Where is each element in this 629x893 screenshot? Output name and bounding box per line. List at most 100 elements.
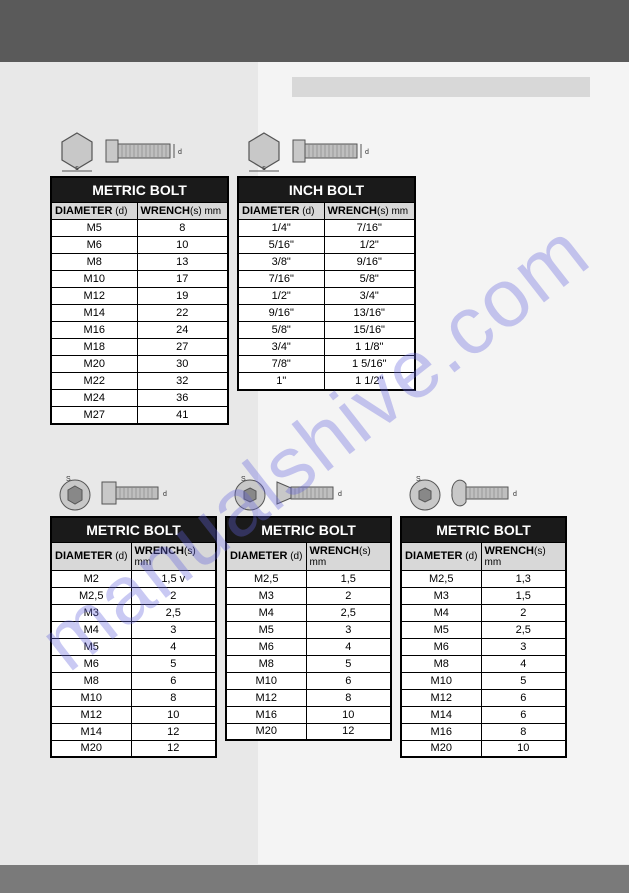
col-header-wrench: WRENCH(s) mm <box>137 203 228 220</box>
hex-head-icon: s <box>243 130 285 172</box>
cell-diameter: M12 <box>401 689 481 706</box>
cell-diameter: M27 <box>51 407 137 424</box>
cell-wrench: 4 <box>306 638 391 655</box>
button-head-icon: S <box>406 474 444 512</box>
table-row: M54 <box>51 638 216 655</box>
table-row: M1610 <box>226 706 391 723</box>
cell-wrench: 2 <box>481 604 566 621</box>
table-row: M42,5 <box>226 604 391 621</box>
svg-text:s: s <box>262 165 266 172</box>
footer-bar <box>0 865 629 893</box>
table-title: METRIC BOLT <box>51 517 216 543</box>
table-row: M84 <box>401 655 566 672</box>
table-row: M610 <box>51 237 228 254</box>
cell-wrench: 5 <box>131 655 216 672</box>
table-row: M128 <box>226 689 391 706</box>
table-row: M126 <box>401 689 566 706</box>
cell-wrench: 2,5 <box>131 604 216 621</box>
cell-diameter: M10 <box>51 271 137 288</box>
cell-diameter: 5/16" <box>238 237 324 254</box>
table-row: M31,5 <box>401 587 566 604</box>
table-row: 3/8"9/16" <box>238 254 415 271</box>
cell-diameter: 5/8" <box>238 322 324 339</box>
cell-diameter: 9/16" <box>238 305 324 322</box>
col-header-diameter: DIAMETER (d) <box>401 542 481 570</box>
table-row: M146 <box>401 706 566 723</box>
cell-wrench: 19 <box>137 288 228 305</box>
cell-wrench: 2 <box>306 587 391 604</box>
cell-wrench: 24 <box>137 322 228 339</box>
cell-diameter: M5 <box>226 621 306 638</box>
cell-wrench: 8 <box>137 220 228 237</box>
cell-wrench: 1,3 <box>481 570 566 587</box>
cell-wrench: 10 <box>481 740 566 757</box>
cell-wrench: 10 <box>306 706 391 723</box>
cell-diameter: 1/2" <box>238 288 324 305</box>
table-title: METRIC BOLT <box>51 177 228 203</box>
table-row: M1219 <box>51 288 228 305</box>
block-metric-hex: s d METRIC BOLTDIAMETER (d)WRENCH(s) mm M… <box>50 120 229 425</box>
table-title: METRIC BOLT <box>401 517 566 543</box>
table-row: M32 <box>226 587 391 604</box>
cell-diameter: M8 <box>401 655 481 672</box>
table-row: 1"1 1/2" <box>238 373 415 390</box>
col-header-wrench: WRENCH(s) mm <box>306 542 391 570</box>
socket-cap-head-icon: S <box>56 474 94 512</box>
col-header-diameter: DIAMETER (d) <box>51 203 137 220</box>
cell-wrench: 2,5 <box>481 621 566 638</box>
table-row: M52,5 <box>401 621 566 638</box>
cell-wrench: 8 <box>481 723 566 740</box>
cell-diameter: M14 <box>401 706 481 723</box>
cell-wrench: 1,5 <box>306 570 391 587</box>
diagram-hex-bolt: s d <box>50 120 229 172</box>
cell-wrench: 27 <box>137 339 228 356</box>
cell-wrench: 5 <box>306 655 391 672</box>
col-header-wrench: WRENCH(s) mm <box>131 542 216 570</box>
cell-diameter: M4 <box>51 621 131 638</box>
cell-wrench: 4 <box>481 655 566 672</box>
cell-diameter: M6 <box>51 655 131 672</box>
cell-diameter: 7/8" <box>238 356 324 373</box>
cell-wrench: 10 <box>137 237 228 254</box>
countersunk-side-icon: d <box>275 474 343 512</box>
cell-wrench: 41 <box>137 407 228 424</box>
table-row: M21,5 v <box>51 570 216 587</box>
cell-wrench: 12 <box>306 723 391 740</box>
cell-wrench: 6 <box>481 689 566 706</box>
cell-wrench: 13/16" <box>324 305 415 322</box>
cell-wrench: 15/16" <box>324 322 415 339</box>
cell-diameter: M2,5 <box>51 587 131 604</box>
cell-wrench: 13 <box>137 254 228 271</box>
cell-diameter: M2,5 <box>226 570 306 587</box>
table-row: M106 <box>226 672 391 689</box>
table-row: M65 <box>51 655 216 672</box>
cell-diameter: M12 <box>226 689 306 706</box>
socket-bolt-side-icon: d <box>100 474 168 512</box>
table-row: M63 <box>401 638 566 655</box>
cell-diameter: M6 <box>401 638 481 655</box>
cell-diameter: M18 <box>51 339 137 356</box>
table-row: M85 <box>226 655 391 672</box>
button-bolt-side-icon: d <box>450 474 518 512</box>
cell-wrench: 22 <box>137 305 228 322</box>
cell-wrench: 8 <box>306 689 391 706</box>
table-row: 5/16"1/2" <box>238 237 415 254</box>
table-row: M2012 <box>51 740 216 757</box>
table-row: M2232 <box>51 373 228 390</box>
table-row: M2741 <box>51 407 228 424</box>
table-row: M2010 <box>401 740 566 757</box>
cell-diameter: M6 <box>226 638 306 655</box>
block-inch-hex: s d INCH BOLTDIAMETER (d)WRENCH(s) mm1/4… <box>237 120 416 425</box>
cell-diameter: M3 <box>401 587 481 604</box>
cell-wrench: 30 <box>137 356 228 373</box>
table-row: M42 <box>401 604 566 621</box>
cell-diameter: M2 <box>51 570 131 587</box>
cell-diameter: M24 <box>51 390 137 407</box>
cell-diameter: M20 <box>226 723 306 740</box>
cell-wrench: 1/2" <box>324 237 415 254</box>
cell-wrench: 2 <box>131 587 216 604</box>
cell-wrench: 3 <box>481 638 566 655</box>
cell-wrench: 8 <box>131 689 216 706</box>
table-row: M1422 <box>51 305 228 322</box>
col-header-diameter: DIAMETER (d) <box>51 542 131 570</box>
